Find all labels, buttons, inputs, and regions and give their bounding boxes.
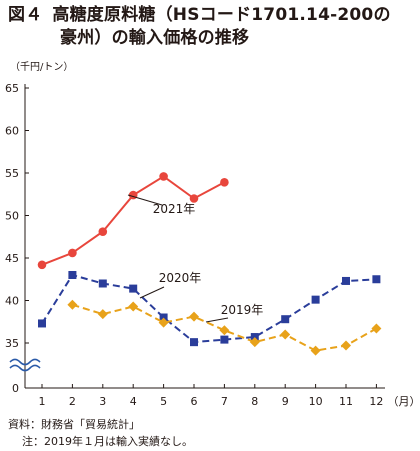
note-line: 注：2019年１月は輸入実績なし。 bbox=[22, 435, 193, 448]
source-notes: 資料：財務省「貿易統計」 注：2019年１月は輸入実績なし。 bbox=[8, 416, 193, 450]
x-unit-label: （月） bbox=[388, 395, 420, 408]
source-line: 資料：財務省「貿易統計」 bbox=[8, 418, 140, 431]
x-tick-label: 10 bbox=[309, 395, 323, 408]
x-tick-label: 2 bbox=[69, 395, 76, 408]
y-tick-label: 65 bbox=[5, 82, 19, 95]
y-tick-label: 45 bbox=[5, 252, 19, 265]
data-point bbox=[281, 315, 290, 324]
series-label: 2021年 bbox=[153, 202, 196, 216]
data-point bbox=[159, 313, 168, 322]
data-point bbox=[128, 301, 139, 312]
axis-break-mark bbox=[9, 358, 41, 366]
data-point bbox=[250, 333, 259, 342]
data-point bbox=[68, 248, 77, 258]
x-tick-label: 4 bbox=[130, 395, 137, 408]
title-line2: 豪州）の輸入価格の推移 bbox=[60, 28, 250, 48]
y-unit-label: （千円/トン） bbox=[10, 62, 74, 73]
series-label-leader bbox=[139, 286, 165, 299]
data-point bbox=[38, 319, 46, 328]
x-tick-label: 7 bbox=[221, 395, 228, 408]
y-tick-label: 50 bbox=[5, 210, 19, 223]
data-point bbox=[280, 329, 291, 340]
x-tick-label: 12 bbox=[369, 395, 383, 408]
data-point bbox=[249, 337, 260, 348]
data-point bbox=[341, 340, 351, 351]
x-tick-label: 3 bbox=[99, 395, 106, 408]
data-point bbox=[310, 345, 321, 356]
series-label: 2019年 bbox=[221, 303, 264, 317]
data-point bbox=[189, 311, 199, 322]
y-tick-label: 0 bbox=[12, 382, 19, 395]
series-line bbox=[41, 273, 377, 344]
chart-title: 図４ 高糖度原料糖（HSコード1701.14-200の 豪州）の輸入価格の推移 bbox=[8, 4, 418, 50]
data-point bbox=[342, 276, 350, 285]
series-label-leader bbox=[127, 194, 163, 206]
data-point bbox=[220, 178, 229, 187]
series-line bbox=[72, 303, 377, 352]
data-point bbox=[67, 299, 78, 310]
data-point bbox=[159, 172, 168, 181]
series-label-leader bbox=[205, 317, 229, 323]
data-point bbox=[371, 323, 382, 334]
y-tick-label: 40 bbox=[5, 295, 19, 308]
data-point bbox=[220, 335, 229, 344]
data-point bbox=[98, 279, 107, 288]
data-point bbox=[128, 190, 138, 200]
y-tick-label: 60 bbox=[5, 125, 19, 138]
data-point bbox=[219, 325, 230, 336]
figure-label: 図４ bbox=[8, 5, 43, 25]
data-point bbox=[97, 309, 108, 320]
y-tick-label: 55 bbox=[5, 167, 19, 180]
series-label: 2020年 bbox=[159, 271, 202, 285]
axis-break-mark bbox=[9, 364, 41, 372]
x-tick-label: 5 bbox=[160, 395, 167, 408]
data-point bbox=[129, 284, 138, 293]
title-line1: 高糖度原料糖（HSコード1701.14-200の bbox=[52, 5, 391, 25]
y-tick-label: 35 bbox=[5, 337, 19, 350]
data-point bbox=[190, 338, 198, 347]
x-tick-label: 1 bbox=[39, 395, 46, 408]
data-point bbox=[98, 227, 108, 236]
x-tick-label: 9 bbox=[282, 395, 289, 408]
x-tick-label: 6 bbox=[191, 395, 198, 408]
data-point bbox=[311, 295, 320, 304]
data-point bbox=[68, 271, 77, 279]
data-point bbox=[372, 275, 381, 284]
x-tick-label: 11 bbox=[339, 395, 353, 408]
data-point bbox=[158, 317, 169, 328]
data-point bbox=[189, 194, 199, 203]
data-point bbox=[37, 260, 47, 270]
x-tick-label: 8 bbox=[251, 395, 258, 408]
